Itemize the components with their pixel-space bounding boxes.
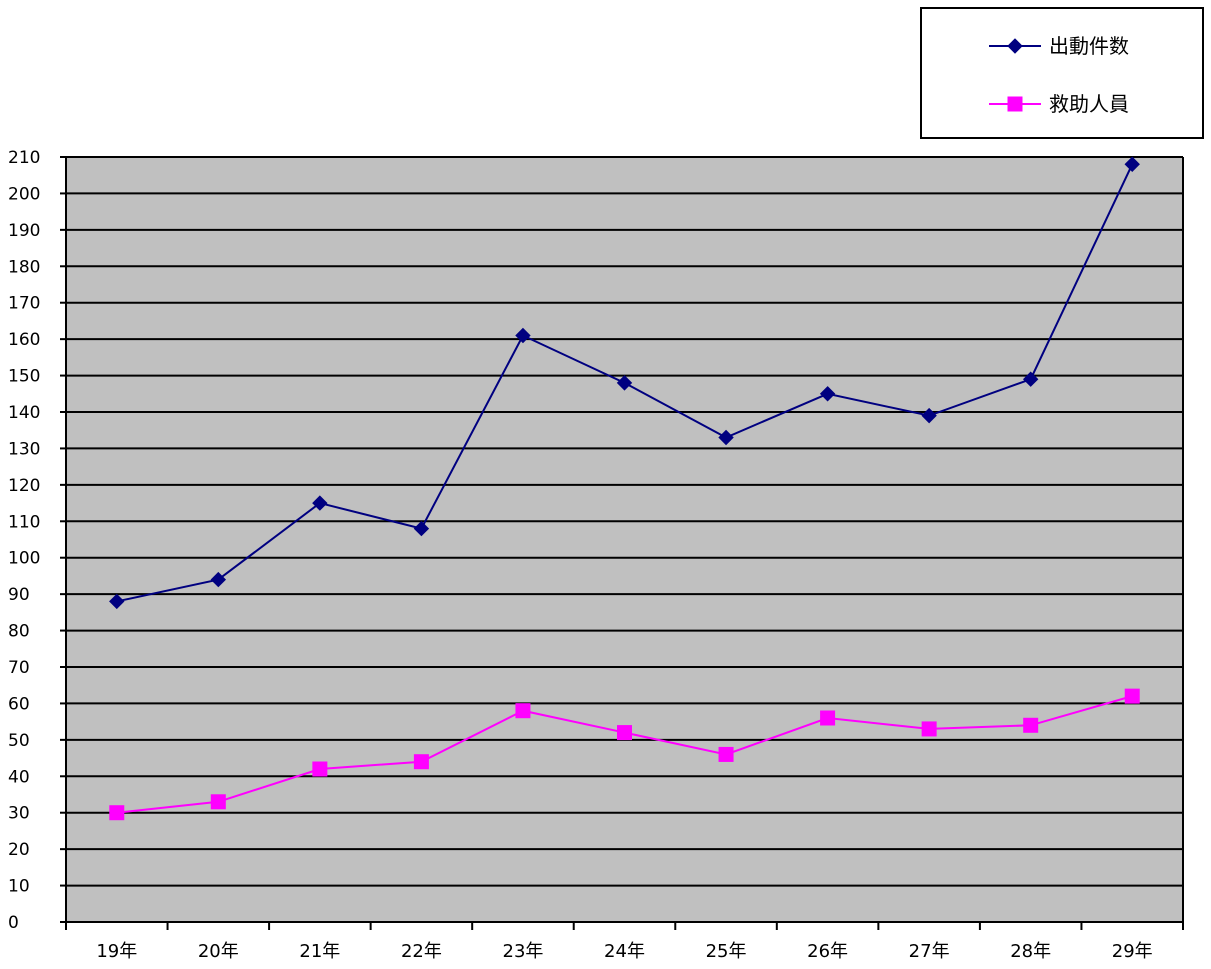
data-point-2-21年: [312, 761, 328, 777]
legend-marker-2: [1007, 96, 1023, 112]
data-point-2-25年: [718, 746, 734, 762]
x-tick-label: 25年: [706, 941, 747, 962]
legend-marker-1: [1007, 38, 1023, 54]
data-point-1-25年: [718, 429, 734, 446]
y-tick-label: 190: [8, 221, 40, 241]
y-tick-label: 170: [8, 294, 40, 314]
data-point-2-20年: [210, 794, 226, 810]
data-point-2-28年: [1023, 717, 1039, 733]
y-tick-label: 90: [8, 585, 30, 605]
legend-entry-2: 救助人員: [989, 92, 1129, 116]
y-tick-label: 80: [8, 622, 30, 642]
legend-label-2: 救助人員: [1049, 92, 1129, 116]
y-tick-label: 50: [8, 731, 30, 751]
data-point-2-29年: [1124, 688, 1140, 704]
y-tick-label: 40: [8, 767, 30, 787]
y-tick-label: 130: [8, 439, 40, 459]
y-tick-label: 210: [8, 148, 40, 168]
data-point-2-19年: [109, 805, 125, 821]
data-point-1-26年: [819, 386, 836, 402]
data-point-1-24年: [616, 375, 633, 391]
data-point-1-28年: [1022, 371, 1039, 387]
y-tick-label: 180: [8, 257, 40, 277]
x-tick-label: 26年: [807, 941, 848, 962]
data-point-1-29年: [1124, 156, 1140, 172]
x-tick-label: 20年: [198, 941, 239, 962]
data-point-1-23年: [515, 327, 531, 344]
data-point-2-23年: [515, 703, 531, 719]
y-tick-label: 60: [8, 694, 30, 714]
x-tick-label: 21年: [299, 941, 340, 962]
x-tick-label: 28年: [1010, 941, 1051, 962]
plot-area-background: [66, 157, 1183, 922]
data-point-1-21年: [312, 495, 328, 511]
y-tick-label: 0: [8, 913, 19, 933]
y-tick-label: 20: [8, 840, 30, 860]
legend-entry-1: 出動件数: [989, 34, 1129, 58]
y-tick-label: 10: [8, 877, 30, 897]
y-tick-label: 110: [8, 512, 40, 532]
legend-box: [920, 7, 1204, 139]
y-tick-label: 30: [8, 804, 30, 824]
data-point-1-22年: [413, 520, 430, 537]
y-tick-label: 100: [8, 549, 40, 569]
x-tick-label: 27年: [909, 941, 950, 962]
y-tick-label: 120: [8, 476, 40, 496]
data-point-2-26年: [820, 710, 836, 726]
data-point-2-27年: [921, 721, 937, 737]
data-point-2-24年: [617, 725, 632, 741]
x-tick-label: 23年: [503, 941, 544, 962]
data-point-1-27年: [921, 407, 937, 424]
data-point-2-22年: [413, 754, 429, 770]
series-2: [109, 688, 1140, 821]
series-1: [109, 156, 1140, 610]
x-tick-label: 22年: [401, 941, 442, 962]
y-tick-label: 200: [8, 184, 40, 204]
x-tick-label: 19年: [96, 941, 137, 962]
x-tick-label: 29年: [1112, 941, 1153, 962]
data-point-1-20年: [210, 571, 227, 588]
y-tick-label: 160: [8, 330, 40, 350]
y-tick-label: 140: [8, 403, 40, 423]
y-tick-label: 70: [8, 658, 30, 678]
data-point-1-19年: [109, 593, 125, 610]
x-tick-label: 24年: [604, 941, 645, 962]
legend-label-1: 出動件数: [1049, 34, 1129, 58]
y-tick-label: 150: [8, 367, 40, 387]
